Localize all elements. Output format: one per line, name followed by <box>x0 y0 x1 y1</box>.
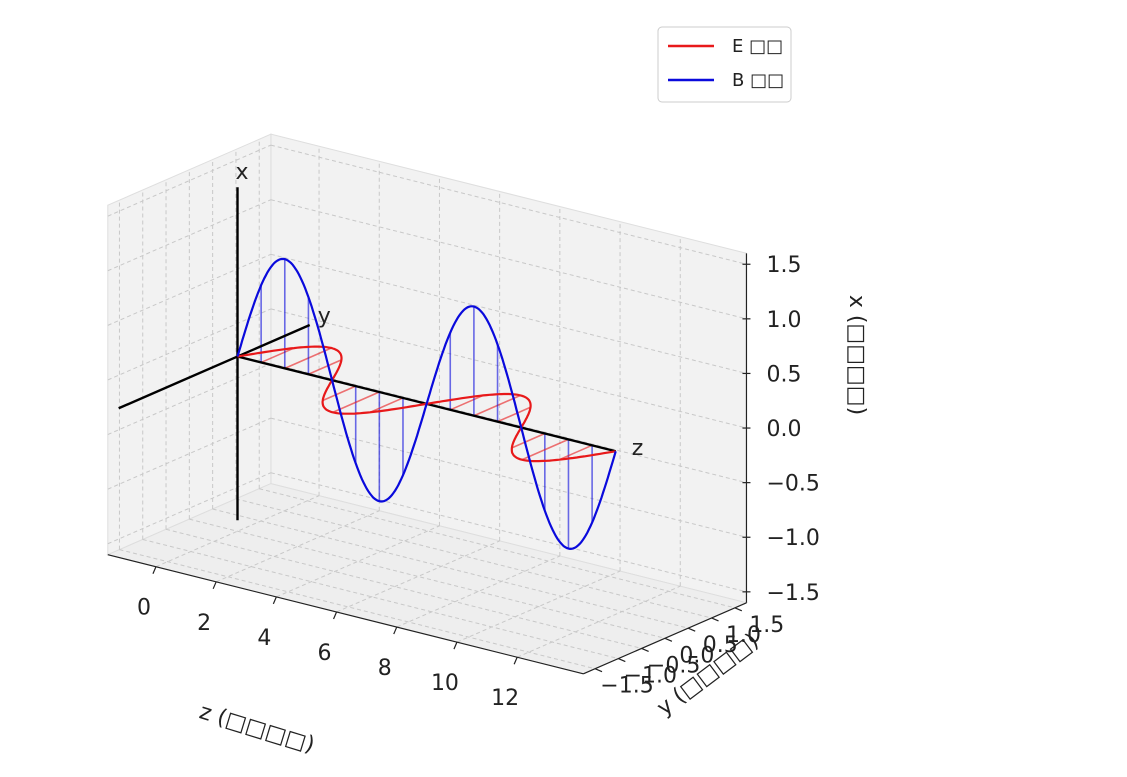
gridline <box>107 199 272 272</box>
y-tick-label: 0.5 <box>703 633 738 658</box>
x-tick-label: 1.5 <box>766 253 801 278</box>
e-field-stem <box>497 406 531 423</box>
e-field-stem <box>322 385 357 402</box>
y-axis-edge <box>583 602 747 675</box>
x-tick-label: −1.5 <box>766 581 819 606</box>
z-tick <box>152 566 157 574</box>
gridline <box>107 363 272 436</box>
y-axis-line-label: y <box>318 304 331 329</box>
gridline <box>270 417 747 538</box>
z-tick-label: 4 <box>257 626 271 651</box>
e-field-stem <box>558 444 593 461</box>
z-tick-label: 6 <box>318 641 332 666</box>
z-tick-label: 8 <box>378 656 392 681</box>
y-tick-label: 1.0 <box>726 623 761 648</box>
y-tick-label: −1.5 <box>600 674 653 699</box>
gridline <box>270 363 747 484</box>
gridline <box>456 570 621 643</box>
z-tick <box>393 626 398 635</box>
gridline <box>336 540 500 613</box>
e-field-stem <box>308 359 342 375</box>
b-field-curve <box>236 257 617 551</box>
e-field-stem <box>260 347 295 364</box>
gridline <box>270 199 747 320</box>
y-tick <box>711 617 719 622</box>
y-axis-line <box>118 323 311 410</box>
x-tick-label: 1.0 <box>766 308 801 333</box>
gridline <box>276 525 440 598</box>
e-field-stem <box>369 397 404 414</box>
z-axis-line-label: z <box>632 436 644 461</box>
x-tick-label: 0.0 <box>766 417 801 442</box>
gridline <box>107 472 272 545</box>
y-tick-label: −0.5 <box>647 653 700 678</box>
gridline <box>155 495 320 568</box>
e-field-stem <box>511 432 546 449</box>
gridline <box>107 417 272 490</box>
z-tick-label: 2 <box>197 611 211 636</box>
gridline <box>189 518 666 639</box>
gridline <box>165 528 642 649</box>
x-tick-label: −0.5 <box>766 472 819 497</box>
xlabel: z (□□□□) <box>196 699 317 758</box>
z-tick <box>513 656 518 665</box>
y-tick-label: −1.0 <box>624 664 677 689</box>
legend-label-e: E □□ <box>732 36 783 57</box>
legend-label-b: B □□ <box>732 70 784 91</box>
z-tick <box>272 596 277 605</box>
side-pane <box>107 133 272 556</box>
gridline <box>107 253 272 326</box>
y-tick-label: 1.5 <box>749 613 784 638</box>
x-tick-label: −1.0 <box>766 526 819 551</box>
gridline <box>270 472 747 593</box>
y-tick <box>618 658 626 663</box>
zlabel: x (□□□□) <box>844 295 869 415</box>
y-tick <box>664 637 673 642</box>
coordinate-axes: z y x <box>118 160 644 521</box>
z-tick-label: 0 <box>137 596 151 621</box>
y-tick <box>734 607 743 612</box>
gridlines <box>107 139 747 670</box>
z-tick-label: 12 <box>491 686 519 711</box>
z-tick <box>453 641 458 650</box>
z-tick <box>212 581 217 590</box>
gridline <box>270 253 747 374</box>
z-tick-label: 10 <box>431 671 459 696</box>
z-axis-edge <box>107 554 584 675</box>
gridline <box>235 498 712 619</box>
y-tick <box>687 627 696 632</box>
gridline <box>142 538 619 660</box>
x-tick-label: 0.5 <box>766 362 801 387</box>
gridline <box>270 308 747 429</box>
y-tick <box>594 668 603 673</box>
legend: E □□ B □□ <box>657 26 792 103</box>
z-tick <box>332 611 338 620</box>
y-tick <box>641 647 649 652</box>
gridline <box>516 585 681 658</box>
gridline <box>215 510 380 583</box>
gridline <box>107 144 272 217</box>
gridline <box>212 508 689 629</box>
gridline <box>259 488 735 609</box>
x-axis-line-label: x <box>236 160 249 185</box>
y-tick-label: 0.0 <box>679 643 714 668</box>
gridline <box>270 144 747 265</box>
gridline <box>396 555 561 628</box>
gridline <box>107 308 272 381</box>
e-field-stem <box>449 394 484 411</box>
wave-curves <box>236 257 617 551</box>
gridline <box>119 549 596 670</box>
